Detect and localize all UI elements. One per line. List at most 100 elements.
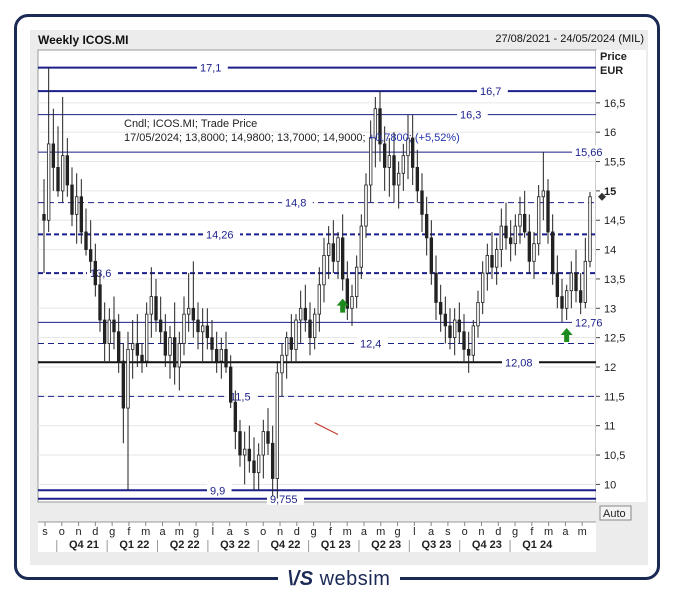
arrow-up-icon	[560, 328, 573, 343]
candle-body	[294, 319, 298, 350]
candle-body	[42, 213, 46, 221]
x-month-label: l	[413, 526, 415, 538]
candle-body	[144, 313, 149, 362]
x-month-label: m	[544, 526, 553, 538]
level-label-bg	[203, 227, 240, 241]
candle-body	[135, 343, 140, 356]
candle-body	[410, 137, 415, 168]
level-label: 15,66	[575, 147, 603, 159]
auto-button-bg	[599, 505, 632, 521]
x-month-label: f	[329, 526, 333, 538]
x-month-label: l	[212, 526, 214, 538]
candle-body	[65, 155, 70, 186]
x-month-label: o	[260, 526, 266, 538]
candle-body	[233, 401, 238, 432]
candle-body	[210, 337, 214, 350]
candle-body	[140, 354, 144, 362]
x-month-label: s	[445, 526, 451, 538]
candle-body	[536, 196, 541, 245]
candle-body	[252, 460, 256, 474]
plot-area	[37, 49, 597, 503]
candle-body	[214, 348, 219, 362]
candle-body	[452, 319, 457, 339]
y-tick-label: 15,5	[604, 157, 625, 169]
info-change: +0,7800; (+5,52%)	[369, 132, 460, 144]
candle-body	[322, 255, 326, 286]
candle-body	[56, 167, 60, 192]
x-month-label: a	[159, 526, 166, 538]
candle-body	[574, 272, 578, 292]
x-month-label: m	[343, 526, 352, 538]
y-tick-label: 10,5	[604, 450, 625, 462]
candle-body	[130, 343, 135, 350]
buy-signal-arrow-icon	[336, 298, 349, 313]
candle-body	[373, 108, 378, 139]
candle-body	[462, 331, 466, 350]
x-month-label: d	[92, 526, 98, 538]
x-month-label: o	[462, 526, 468, 538]
candle-body	[420, 190, 424, 215]
candle-body	[107, 319, 112, 344]
x-month-label: f	[127, 526, 131, 538]
x-month-label: a	[562, 526, 569, 538]
candle-body	[172, 337, 177, 368]
level-label: 12,4	[360, 339, 381, 351]
auto-button-label: Auto	[603, 508, 626, 520]
candle-body	[438, 302, 443, 315]
candle-body	[182, 313, 186, 344]
auto-button[interactable]: Auto	[599, 505, 632, 521]
candle-body	[387, 155, 392, 168]
level-label-bg	[572, 145, 609, 159]
support-resistance-levels: 17,1 16,7 16,3 15,66 14,8 14,26 13,6 12,76 12,4 1…	[38, 60, 609, 506]
x-month-label: s	[42, 526, 48, 538]
x-quarter-label: Q3 23	[422, 539, 452, 551]
x-quarter-label: Q2 22	[170, 539, 200, 551]
candle-body	[485, 255, 490, 274]
candle-body	[527, 231, 532, 262]
arrow-up-icon	[336, 298, 349, 313]
x-month-label: f	[530, 526, 534, 538]
level-label-bg	[282, 195, 313, 209]
x-month-label: m	[376, 526, 385, 538]
date-range: 27/08/2021 - 24/05/2024 (MIL)	[495, 33, 644, 45]
candle-body	[382, 143, 387, 168]
candle-body	[578, 290, 583, 303]
x-month-label: g	[394, 526, 400, 538]
level-label: 12,08	[505, 357, 533, 369]
candle-body	[513, 225, 518, 245]
candle-body	[541, 190, 546, 198]
candle-body	[522, 213, 527, 233]
level-label: 13,6	[90, 268, 111, 280]
x-month-label: n	[76, 526, 82, 538]
y-axis-title: Price	[600, 51, 627, 63]
candle-body	[550, 231, 555, 274]
candle-body	[490, 255, 494, 268]
candle-body	[457, 319, 462, 333]
candle-body	[331, 243, 336, 262]
candle-body	[364, 184, 368, 227]
candle-body	[504, 225, 508, 239]
candle-body	[88, 249, 93, 262]
candle-body	[434, 272, 438, 303]
buy-signal-arrow-icon	[560, 328, 573, 343]
candle-body	[476, 302, 480, 327]
candle-body	[532, 243, 536, 262]
y-tick-label: 14,5	[604, 215, 625, 227]
candle-body	[116, 331, 121, 362]
x-month-label: m	[141, 526, 150, 538]
candle-body	[448, 325, 452, 339]
candle-body	[415, 167, 420, 192]
candle-body	[74, 196, 79, 215]
candle-body	[238, 431, 242, 456]
x-quarter-label: Q4 21	[69, 539, 99, 551]
candle-body	[359, 225, 364, 268]
y-tick-label: 13,5	[604, 274, 625, 286]
candle-body	[228, 366, 233, 403]
candle-body	[308, 319, 312, 339]
candle-body	[317, 284, 322, 315]
candle-body	[569, 272, 574, 292]
level-label-bg	[502, 355, 539, 369]
candle-body	[154, 296, 158, 321]
candle-body	[583, 260, 588, 303]
